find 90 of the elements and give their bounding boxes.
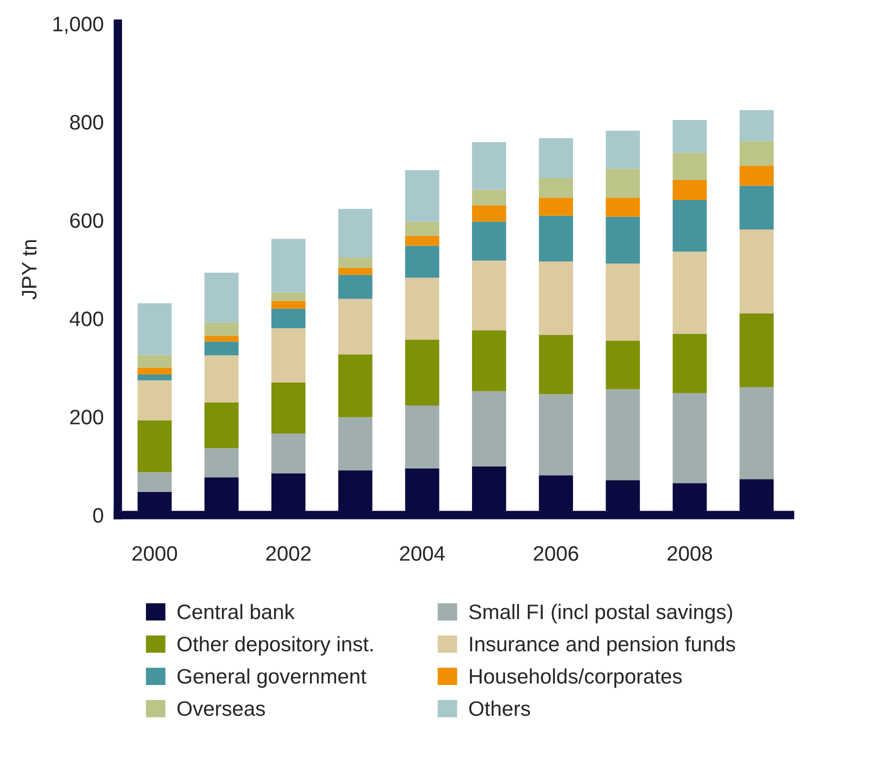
y-axis-title: JPY tn bbox=[22, 240, 37, 300]
bar bbox=[538, 334, 574, 394]
bar bbox=[338, 354, 372, 418]
bar bbox=[606, 198, 640, 217]
bar bbox=[740, 141, 774, 166]
bar bbox=[472, 260, 506, 330]
bar bbox=[606, 216, 640, 264]
y-tick-label: 400 bbox=[70, 311, 104, 326]
bar bbox=[472, 190, 506, 206]
x-tick-label: 2006 bbox=[534, 546, 578, 561]
bar bbox=[606, 340, 640, 390]
bar bbox=[271, 300, 306, 309]
bar bbox=[606, 130, 640, 169]
bar bbox=[740, 166, 774, 186]
bar bbox=[405, 222, 440, 236]
bar bbox=[472, 391, 506, 466]
bar bbox=[672, 120, 707, 153]
legend-label: Other depository inst. bbox=[177, 636, 373, 656]
bar bbox=[405, 340, 440, 406]
bar bbox=[672, 252, 707, 334]
bar bbox=[740, 230, 774, 314]
bar bbox=[204, 448, 239, 478]
bar bbox=[204, 342, 239, 356]
bar bbox=[204, 336, 239, 342]
bar bbox=[138, 420, 172, 472]
bar bbox=[405, 405, 440, 468]
x-tick-label: 2002 bbox=[266, 546, 311, 561]
bar bbox=[606, 263, 640, 341]
bar bbox=[538, 261, 574, 335]
legend-label: Overseas bbox=[177, 701, 265, 716]
legend-label: Insurance and pension funds bbox=[470, 636, 736, 656]
bar bbox=[204, 272, 239, 322]
bar bbox=[138, 380, 172, 420]
bar bbox=[606, 389, 640, 480]
bar bbox=[204, 402, 239, 448]
bar bbox=[204, 355, 239, 402]
bar bbox=[338, 268, 372, 275]
x-tick-label: 2008 bbox=[668, 546, 712, 561]
bar bbox=[538, 216, 574, 262]
bar bbox=[672, 180, 707, 200]
x-tick-label: 2000 bbox=[132, 546, 178, 561]
bar bbox=[472, 205, 506, 222]
legend-label: Central bank bbox=[178, 604, 295, 620]
bar bbox=[538, 178, 574, 198]
legend-label: Households/corporates bbox=[470, 668, 682, 688]
bar bbox=[338, 298, 372, 354]
legend-label: Others bbox=[469, 700, 530, 716]
bar bbox=[740, 314, 774, 388]
bar bbox=[405, 236, 440, 246]
bar bbox=[138, 368, 172, 374]
bar bbox=[138, 472, 172, 492]
bar bbox=[740, 186, 774, 230]
bar bbox=[338, 208, 372, 258]
bar bbox=[740, 110, 774, 142]
bar bbox=[271, 328, 306, 382]
bar bbox=[138, 354, 172, 368]
bar bbox=[672, 393, 707, 484]
bar bbox=[538, 138, 574, 178]
bar bbox=[472, 330, 506, 392]
bar bbox=[338, 274, 372, 299]
bar bbox=[138, 374, 172, 380]
bar bbox=[271, 433, 306, 474]
bar bbox=[271, 308, 306, 328]
bar bbox=[271, 238, 306, 292]
legend-label: Small FI (incl postal savings) bbox=[469, 604, 732, 624]
x-tick-label: 2004 bbox=[400, 546, 445, 561]
bar bbox=[405, 246, 440, 278]
bar bbox=[271, 382, 306, 434]
bar bbox=[338, 258, 372, 268]
bar bbox=[538, 394, 574, 476]
bar bbox=[271, 292, 306, 301]
bar bbox=[472, 222, 506, 260]
bar bbox=[606, 168, 640, 198]
bar bbox=[204, 322, 239, 336]
bar bbox=[138, 303, 172, 355]
bar bbox=[405, 278, 440, 340]
bar bbox=[672, 200, 707, 252]
bar bbox=[472, 142, 506, 190]
bar bbox=[338, 417, 372, 470]
y-tick-label: 0 bbox=[93, 508, 104, 523]
bar bbox=[672, 152, 707, 180]
bar bbox=[405, 170, 440, 222]
y-tick-label: 800 bbox=[70, 114, 104, 130]
bar bbox=[740, 387, 774, 480]
bar bbox=[672, 334, 707, 394]
y-tick-label: 600 bbox=[70, 213, 104, 228]
y-tick-label: 1,000 bbox=[53, 16, 104, 34]
bar bbox=[538, 198, 574, 216]
y-tick-label: 200 bbox=[70, 410, 104, 425]
legend-label: General government bbox=[178, 668, 366, 688]
